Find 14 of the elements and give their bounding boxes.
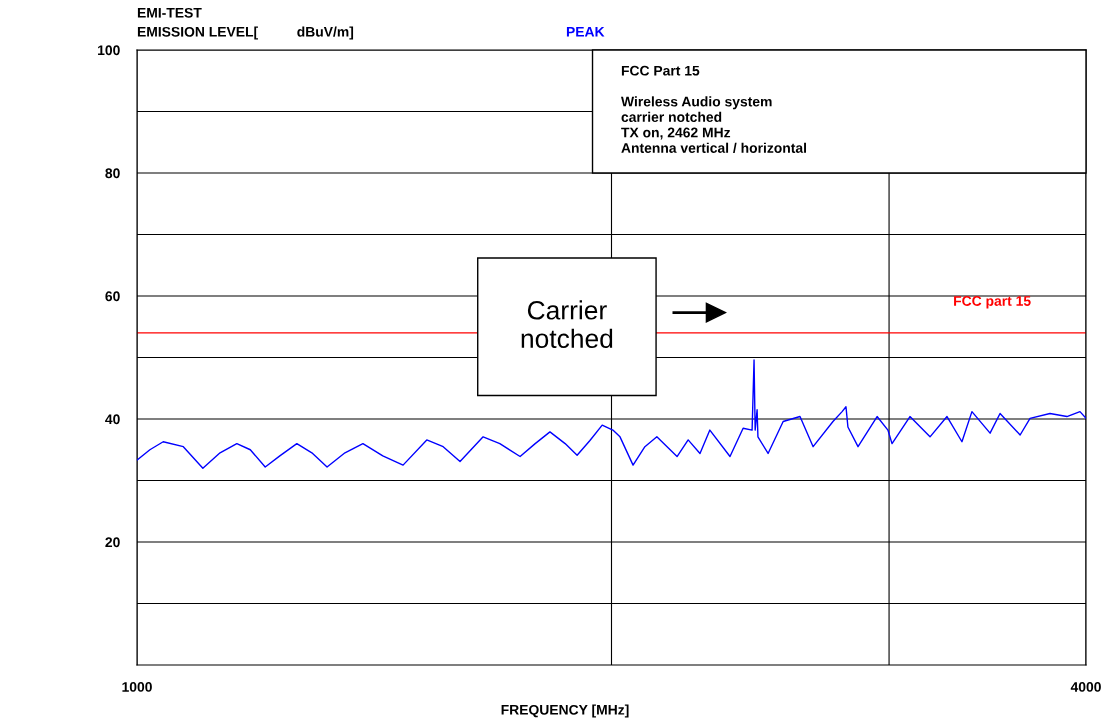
chart-subtitle: PEAK: [566, 27, 605, 37]
y-tick-label: 20: [105, 537, 120, 548]
ref-line-label: FCC part 15: [954, 296, 1031, 309]
y-tick-label: 80: [105, 168, 120, 179]
chart-title: EMI-TEST: [137, 7, 202, 18]
y-axis-title: EMISSION LEVEL[ dBuV/m]: [137, 26, 354, 40]
y-tick-label: 100: [98, 45, 120, 56]
x-tick-label: 4000: [1070, 682, 1101, 692]
x-axis-title: FREQUENCY [MHz]: [501, 704, 629, 718]
annotation: Carrier notched: [521, 300, 613, 349]
y-tick-label: 60: [105, 291, 120, 302]
x-tick-label: 1000: [122, 682, 152, 692]
y-tick-label: 40: [105, 414, 120, 425]
text: FCC Part 15 Wireless Audio system carrier notched TX on, 2462 MHz Antenna vertical / horizontal: [621, 65, 806, 154]
